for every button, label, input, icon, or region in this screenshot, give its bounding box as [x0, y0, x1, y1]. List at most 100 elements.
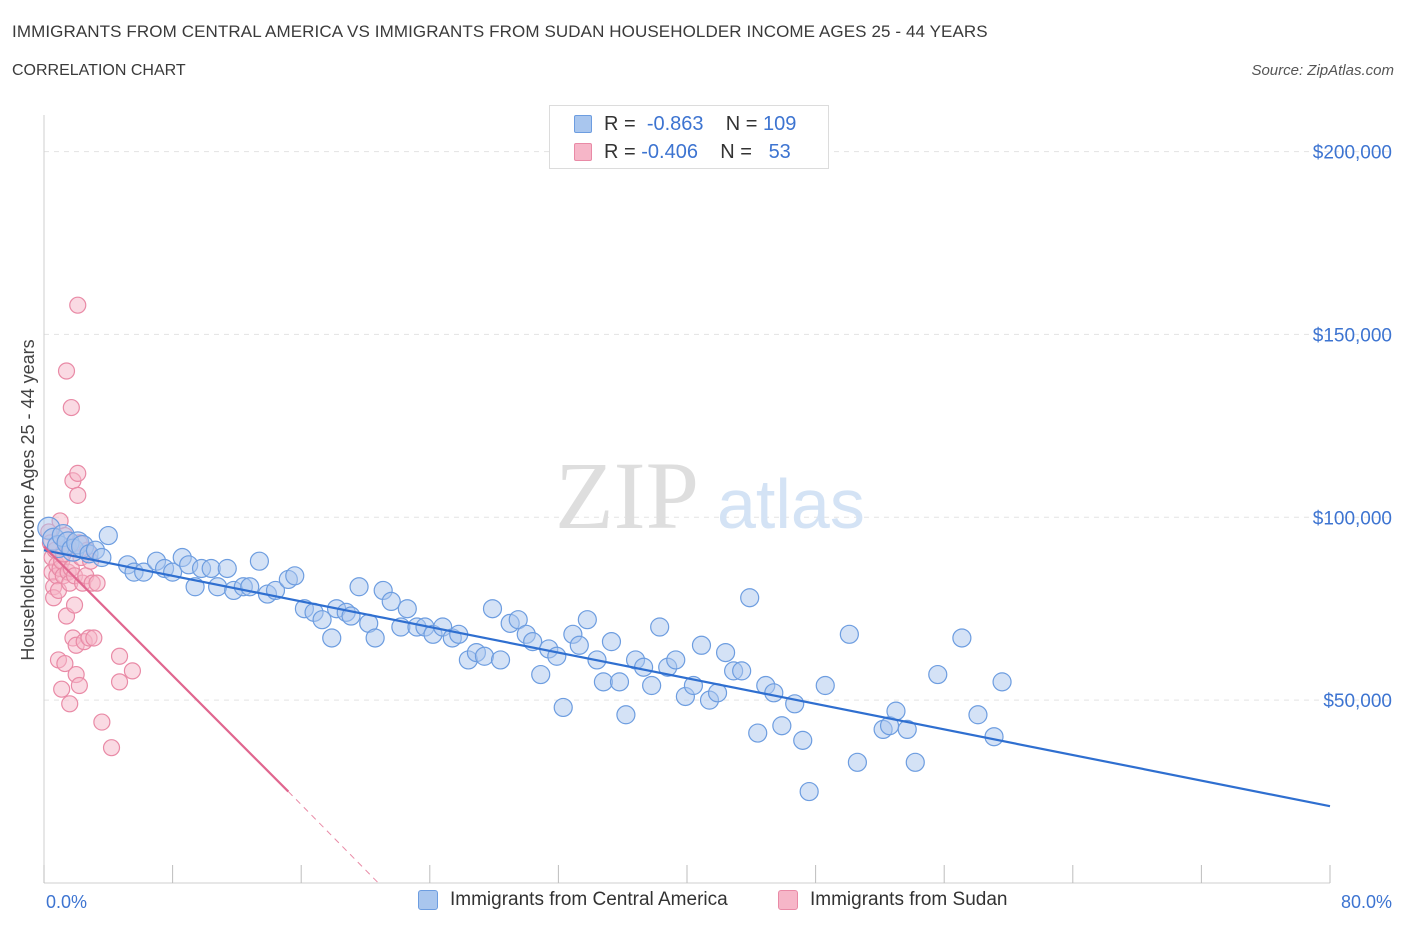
central-america-point	[474, 646, 495, 666]
sudan-point	[123, 662, 142, 680]
y-tick-label: $100,000	[1313, 508, 1392, 529]
gridlines	[44, 151, 1392, 701]
legend-n-label: N =	[725, 112, 758, 135]
source-label: Source: ZipAtlas.com	[1251, 62, 1394, 79]
central-america-point	[897, 719, 917, 740]
watermark: ZIP atlas	[555, 442, 865, 549]
central-america-point	[748, 723, 768, 743]
central-america-point	[365, 628, 385, 648]
central-america-point	[650, 617, 670, 637]
central-america-point	[839, 624, 859, 644]
legend-swatch-blue	[418, 890, 438, 910]
sudan-point	[93, 713, 111, 731]
central-america-point	[577, 610, 597, 630]
sudan-point	[102, 739, 121, 757]
axes	[43, 115, 1331, 884]
legend-n-value: 109	[763, 112, 797, 135]
sudan-point	[70, 676, 88, 695]
legend-r-value: -0.406	[641, 140, 698, 163]
central-america-point	[569, 635, 589, 655]
central-america-point	[886, 701, 906, 721]
y-axis-label: Householder Income Ages 25 - 44 years	[18, 339, 38, 660]
central-america-point	[285, 566, 305, 586]
sudan-point	[69, 296, 87, 314]
legend-label: Immigrants from Central America	[450, 889, 728, 910]
stats-legend: R = -0.863 N = 109 R = -0.406 N = 53	[549, 105, 829, 169]
legend-r-value: -0.863	[646, 112, 704, 135]
legend-r-label: R =	[604, 140, 636, 163]
central-america-point	[349, 577, 369, 597]
sudan-point	[110, 647, 129, 665]
central-america-point	[968, 705, 988, 725]
bottom-legend-central-america: Immigrants from Central America	[418, 889, 728, 911]
central-america-point	[531, 664, 551, 685]
legend-swatch-blue	[574, 115, 592, 133]
sudan-point	[62, 398, 80, 417]
central-america-trendline	[43, 549, 1331, 808]
central-america-point	[553, 697, 573, 718]
y-tick-label: $200,000	[1313, 143, 1392, 164]
central-america-point	[847, 752, 867, 772]
legend-r-label: R =	[604, 112, 636, 135]
bottom-legend-sudan: Immigrants from Sudan	[778, 889, 1007, 911]
central-america-point	[601, 632, 622, 652]
central-america-point	[666, 650, 686, 670]
central-america-point	[815, 675, 835, 696]
sudan-point	[69, 486, 87, 504]
sudan-point	[110, 673, 129, 691]
legend-swatch-pink	[778, 890, 798, 910]
sudan-trendline	[43, 545, 290, 793]
axis-labels: $50,000 $100,000 $150,000 $200,000 0.0% 80.0%…	[18, 143, 1392, 912]
x-tick-label: 0.0%	[46, 892, 87, 912]
central-america-point	[952, 628, 972, 648]
chart-subtitle: CORRELATION CHART	[12, 62, 186, 79]
series-central-america	[37, 516, 1012, 802]
legend-row-central-america: R = -0.863 N = 109	[574, 111, 796, 137]
legend-n-value: 53	[768, 140, 791, 163]
sudan-point	[65, 596, 84, 614]
central-america-point	[201, 558, 221, 579]
y-tick-label: $50,000	[1323, 691, 1392, 712]
central-america-point	[609, 672, 630, 692]
x-tick-label: 80.0%	[1341, 892, 1392, 912]
y-tick-label: $150,000	[1313, 325, 1392, 346]
central-america-point	[691, 635, 712, 655]
sudan-point	[57, 362, 76, 380]
central-america-point	[217, 558, 237, 579]
central-america-point	[593, 672, 614, 692]
central-america-point	[381, 591, 401, 612]
legend-n-label: N =	[720, 140, 752, 163]
central-america-point	[322, 628, 342, 648]
sudan-point	[56, 654, 74, 673]
central-america-point	[616, 705, 636, 725]
watermark-atlas: atlas	[717, 465, 865, 543]
central-america-point	[992, 672, 1012, 692]
sudan-point	[88, 574, 106, 592]
central-america-point	[98, 525, 118, 546]
central-america-point	[508, 610, 528, 630]
chart-title: IMMIGRANTS FROM CENTRAL AMERICA VS IMMIG…	[12, 22, 988, 41]
sudan-point	[61, 695, 79, 713]
legend-swatch-pink	[574, 143, 592, 161]
central-america-point	[764, 683, 784, 703]
sudan-point	[69, 464, 87, 482]
central-america-point	[312, 610, 332, 630]
central-america-point	[642, 675, 662, 696]
legend-row-sudan: R = -0.406 N = 53	[574, 139, 791, 165]
legend-label: Immigrants from Sudan	[810, 889, 1008, 910]
central-america-point	[740, 588, 760, 608]
central-america-point	[799, 781, 819, 802]
central-america-point	[984, 727, 1004, 747]
central-america-point	[482, 599, 503, 619]
central-america-point	[397, 599, 417, 619]
watermark-zip: ZIP	[555, 442, 699, 549]
trendlines	[43, 545, 1331, 884]
central-america-point	[928, 664, 948, 685]
central-america-point	[249, 551, 270, 571]
central-america-point	[793, 730, 813, 750]
central-america-point	[715, 642, 736, 663]
central-america-point	[490, 650, 511, 670]
central-america-point	[732, 661, 752, 681]
central-america-point	[905, 752, 925, 772]
